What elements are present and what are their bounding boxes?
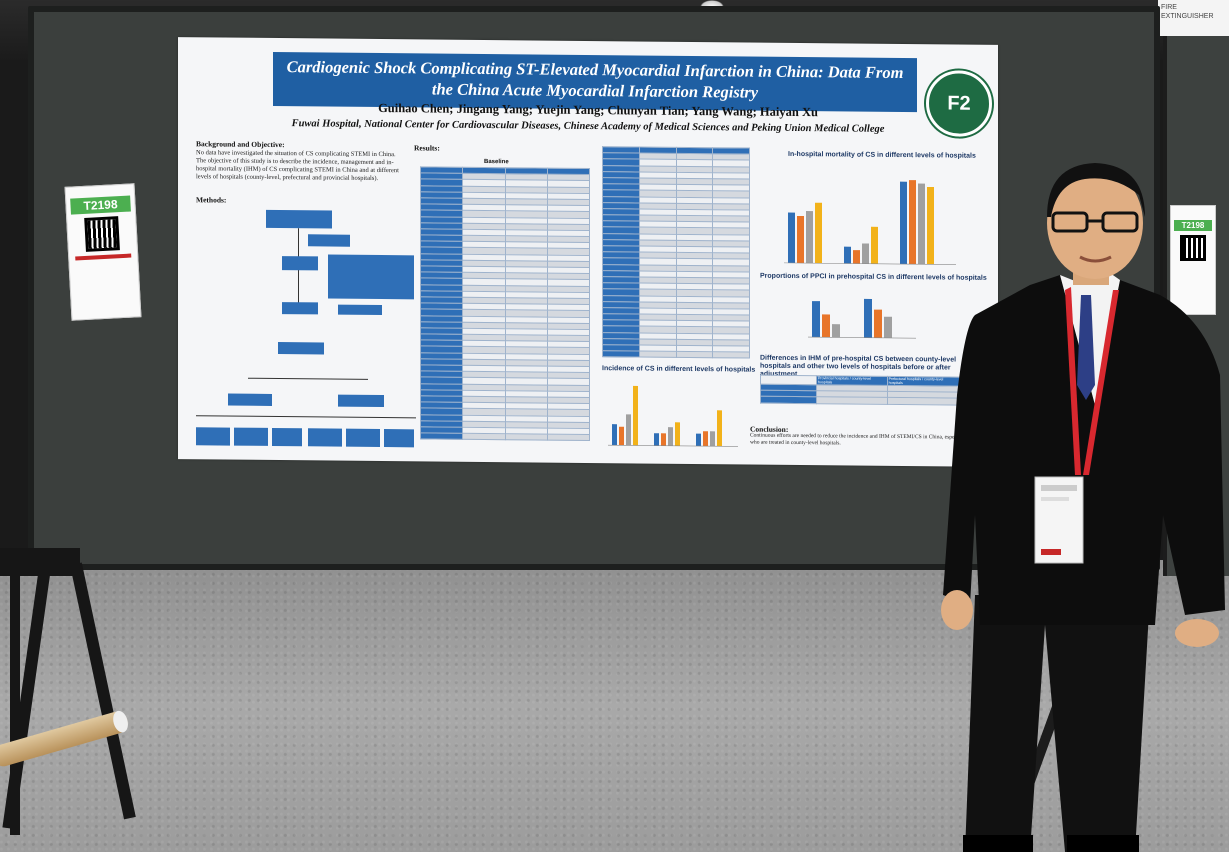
chart-bar bbox=[871, 226, 878, 264]
flow-box bbox=[272, 427, 302, 447]
table-cell bbox=[547, 434, 590, 441]
flow-box bbox=[278, 342, 324, 355]
chart-bar bbox=[668, 427, 673, 446]
face bbox=[1047, 167, 1143, 279]
flow-box bbox=[282, 302, 318, 315]
easel-leg-back bbox=[10, 565, 20, 835]
table-cell bbox=[676, 351, 713, 359]
chart-axis bbox=[808, 336, 916, 339]
flow-line bbox=[196, 415, 416, 419]
chart-bar bbox=[918, 183, 925, 265]
fire-extinguisher-sign: FIRE EXTINGUISHER bbox=[1158, 0, 1229, 36]
treatment-table bbox=[602, 146, 750, 359]
qr-code-icon bbox=[84, 216, 120, 252]
flow-box bbox=[346, 428, 380, 448]
table-cell bbox=[462, 433, 505, 440]
table-cell bbox=[712, 351, 750, 359]
left-hand bbox=[941, 590, 973, 630]
chart-bar bbox=[822, 314, 830, 338]
table-row bbox=[420, 432, 590, 441]
chart-bar bbox=[626, 414, 631, 446]
chart-bar bbox=[619, 426, 624, 446]
mouth bbox=[1079, 255, 1112, 263]
background-heading: Background and Objective: bbox=[196, 139, 285, 150]
flow-box bbox=[228, 393, 272, 406]
chart-bar bbox=[815, 202, 822, 264]
chart-bar bbox=[661, 433, 666, 446]
table-cell bbox=[639, 351, 676, 358]
background-text: No data have investigated the situation … bbox=[196, 149, 399, 182]
chart-bar bbox=[832, 324, 840, 338]
chart-bar bbox=[884, 316, 892, 338]
baseline-table bbox=[420, 166, 590, 441]
incidence-chart bbox=[608, 385, 738, 447]
flow-box bbox=[266, 209, 332, 229]
chart-bar bbox=[633, 385, 638, 446]
flow-box bbox=[328, 254, 414, 300]
hair bbox=[1047, 163, 1145, 217]
chart-bar bbox=[812, 301, 820, 338]
flow-box bbox=[196, 427, 230, 446]
flow-box bbox=[308, 428, 342, 447]
chart-bar bbox=[864, 298, 872, 338]
table-cell bbox=[602, 350, 640, 358]
tag-stripe bbox=[75, 253, 132, 261]
table-row bbox=[602, 350, 750, 359]
chart-bar bbox=[806, 211, 813, 264]
poster-number-tag-right: T2198 bbox=[1170, 205, 1216, 315]
chart-bar bbox=[612, 424, 617, 446]
baseline-heading: Baseline bbox=[484, 159, 509, 166]
chart-bar bbox=[844, 246, 851, 264]
flow-box bbox=[308, 234, 350, 247]
chart-bar bbox=[703, 431, 708, 447]
diff-header-provincial: Provincial hospitals / county-level hosp… bbox=[816, 375, 888, 386]
flow-box bbox=[338, 394, 384, 408]
trousers bbox=[965, 595, 1150, 852]
research-poster: Cardiogenic Shock Complicating ST-Elevat… bbox=[178, 37, 998, 467]
table-cell bbox=[505, 433, 548, 441]
chart-bar bbox=[654, 433, 659, 446]
chart-bar bbox=[862, 243, 869, 264]
suit-jacket bbox=[943, 275, 1225, 625]
chart-bar bbox=[710, 431, 715, 447]
badge-icon bbox=[1034, 476, 1084, 564]
flow-line bbox=[248, 377, 368, 380]
ihm-chart bbox=[784, 180, 956, 265]
incidence-chart-title: Incidence of CS in different levels of h… bbox=[602, 365, 756, 374]
flow-box bbox=[282, 256, 318, 271]
table-cell bbox=[420, 432, 463, 440]
poster-number: T2198 bbox=[70, 195, 131, 215]
chart-bar bbox=[900, 181, 907, 265]
presenter-person bbox=[941, 163, 1225, 852]
chart-bar bbox=[874, 309, 882, 338]
chart-axis bbox=[784, 262, 956, 265]
chart-bar bbox=[853, 250, 860, 264]
flow-box bbox=[234, 427, 268, 446]
chart-bar bbox=[675, 422, 680, 446]
chart-bar bbox=[909, 180, 916, 265]
chart-bar bbox=[717, 410, 722, 447]
easel-clamp bbox=[0, 548, 80, 576]
chart-bar bbox=[788, 212, 795, 263]
methods-heading: Methods: bbox=[196, 195, 227, 205]
results-heading: Results: bbox=[414, 143, 440, 153]
qr-code-icon-right bbox=[1180, 235, 1206, 261]
lanyard-icon bbox=[1065, 287, 1081, 475]
right-hand bbox=[1175, 619, 1219, 647]
tie bbox=[1077, 295, 1095, 400]
poster-number-tag-left: T2198 bbox=[64, 183, 142, 321]
chart-bar bbox=[927, 186, 934, 265]
flow-box bbox=[384, 429, 414, 448]
differences-table: Provincial hospitals / county-level hosp… bbox=[760, 375, 960, 405]
chart-bar bbox=[797, 215, 804, 264]
poster-number-right: T2198 bbox=[1174, 220, 1212, 231]
ppci-chart bbox=[808, 298, 916, 339]
chart-axis bbox=[608, 444, 738, 447]
flow-box bbox=[338, 304, 382, 316]
chart-bar bbox=[696, 433, 701, 447]
